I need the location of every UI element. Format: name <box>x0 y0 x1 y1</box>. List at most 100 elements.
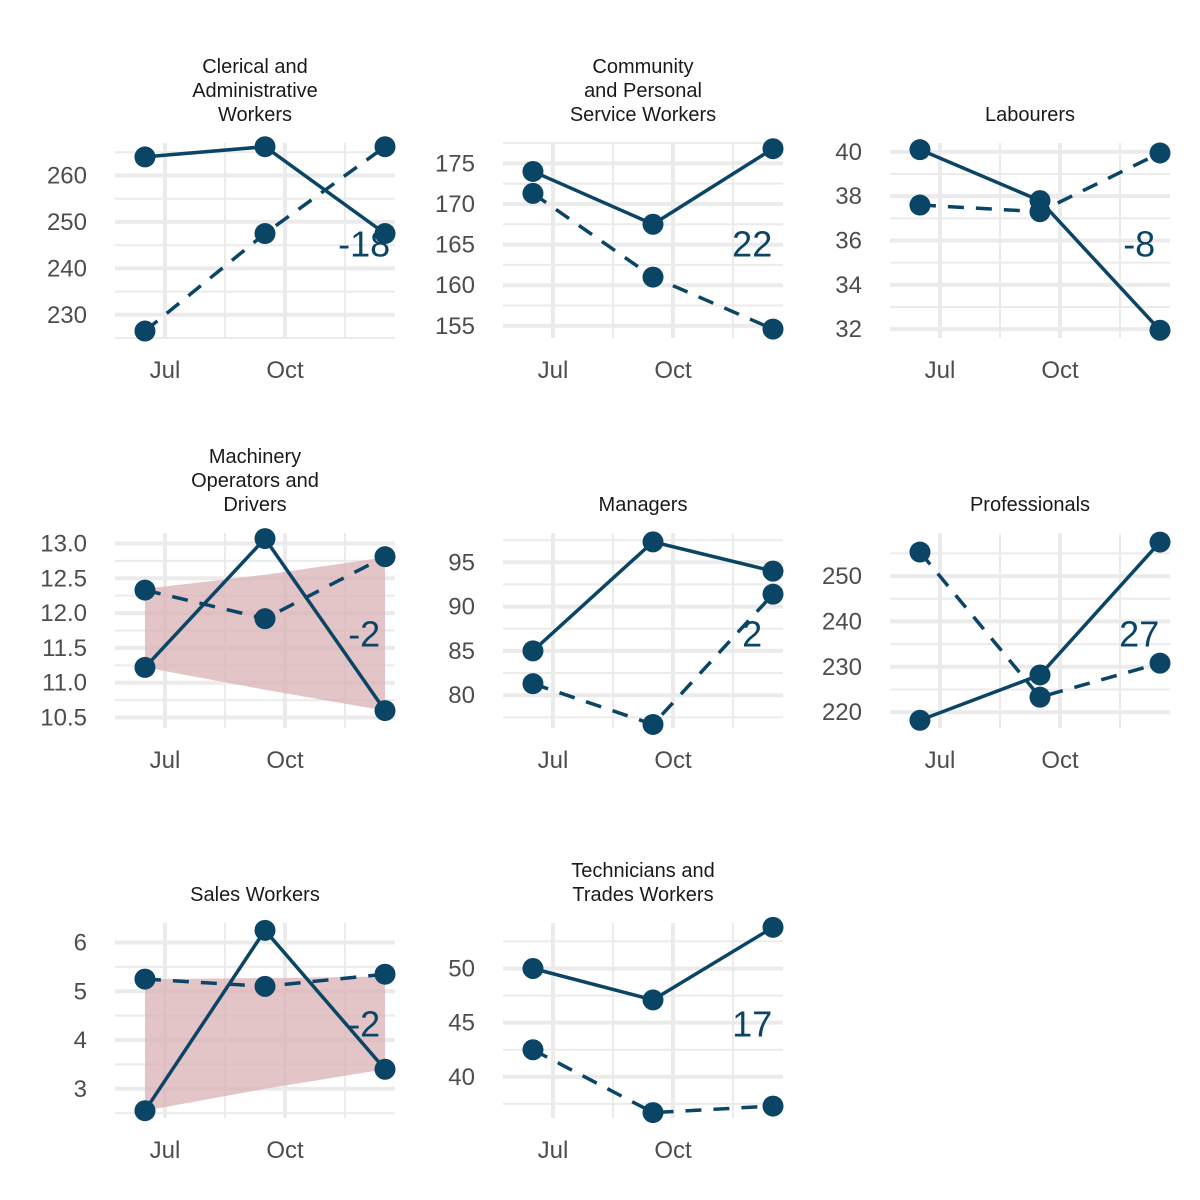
data-point <box>134 968 156 990</box>
x-tick-label: Oct <box>266 747 304 774</box>
data-point <box>254 975 276 997</box>
y-tick-label: 95 <box>448 549 475 576</box>
y-tick-label: 250 <box>47 209 87 236</box>
panel-annotation: 17 <box>732 1003 772 1044</box>
y-tick-label: 175 <box>435 150 475 177</box>
x-tick-label: Jul <box>925 357 956 384</box>
y-tick-label: 230 <box>47 302 87 329</box>
x-tick-label: Oct <box>266 357 304 384</box>
data-point <box>134 1100 156 1122</box>
data-point <box>134 320 156 342</box>
data-point <box>134 146 156 168</box>
data-point <box>1149 531 1171 553</box>
panel-annotation: 2 <box>742 613 762 654</box>
data-point <box>374 223 396 245</box>
y-tick-label: 10.5 <box>40 705 87 732</box>
y-tick-label: 80 <box>448 682 475 709</box>
data-point <box>374 136 396 158</box>
y-tick-label: 11.5 <box>42 635 87 662</box>
panel-title: Operators and <box>191 470 319 492</box>
panel-title: Administrative <box>192 80 318 102</box>
panel-annotation: -8 <box>1123 223 1155 264</box>
panel-title: Managers <box>599 494 688 516</box>
x-tick-label: Jul <box>538 1137 569 1164</box>
y-tick-label: 165 <box>435 232 475 259</box>
data-point <box>374 546 396 568</box>
data-point <box>642 266 664 288</box>
y-tick-label: 12.5 <box>40 565 87 592</box>
data-point <box>762 583 784 605</box>
y-tick-label: 85 <box>448 638 475 665</box>
data-point <box>909 709 931 731</box>
x-tick-label: Jul <box>150 357 181 384</box>
facet-panel: Sales Workers 3 4 5 6 Jul Oct -2 <box>74 884 396 1164</box>
panel-title: Trades Workers <box>572 884 713 906</box>
data-point <box>642 713 664 735</box>
y-tick-label: 5 <box>74 978 87 1005</box>
x-tick-label: Jul <box>538 357 569 384</box>
data-point <box>909 139 931 161</box>
facet-panel: Professionals 220 230 240 250 Jul Oct 27 <box>822 494 1171 774</box>
series-line-dashed <box>532 592 775 727</box>
panel-title: Professionals <box>970 494 1090 516</box>
series-line-dashed <box>918 550 1161 699</box>
y-tick-label: 36 <box>835 228 862 255</box>
y-tick-label: 34 <box>835 272 862 299</box>
y-tick-label: 155 <box>435 313 475 340</box>
facet-panel: Labourers 32 34 36 38 40 Jul Oct -8 <box>835 104 1171 384</box>
data-point <box>1029 686 1051 708</box>
series-line-solid <box>532 925 774 1002</box>
data-point <box>762 560 784 582</box>
data-point <box>1149 319 1171 341</box>
data-point <box>522 958 544 979</box>
y-tick-label: 6 <box>74 930 87 957</box>
y-tick-label: 240 <box>47 255 87 282</box>
panel-annotation: 27 <box>1119 613 1159 654</box>
data-point <box>254 136 276 158</box>
data-point <box>909 194 931 216</box>
x-tick-label: Jul <box>538 747 569 774</box>
y-tick-label: 12.0 <box>40 600 87 627</box>
y-tick-label: 250 <box>822 563 862 590</box>
x-tick-label: Jul <box>925 747 956 774</box>
panel-annotation: -2 <box>348 1003 380 1044</box>
data-point <box>374 700 396 722</box>
panel-annotation: 22 <box>732 223 772 264</box>
data-point <box>522 160 544 182</box>
panel-title: and Personal <box>584 80 702 102</box>
facet-panel: Managers 80 85 90 95 Jul Oct 2 <box>448 494 784 774</box>
ribbon-band <box>144 557 386 711</box>
y-tick-label: 4 <box>74 1027 87 1054</box>
y-tick-label: 90 <box>448 594 475 621</box>
data-point <box>254 528 276 550</box>
data-point <box>134 579 156 601</box>
data-point <box>1149 142 1171 164</box>
data-point <box>642 1102 664 1124</box>
y-tick-label: 220 <box>822 699 862 726</box>
panel-title: Labourers <box>985 104 1075 126</box>
x-tick-label: Jul <box>150 747 181 774</box>
data-point <box>522 640 544 662</box>
data-point <box>254 919 276 941</box>
panel-title: Service Workers <box>570 104 716 126</box>
y-tick-label: 38 <box>835 183 862 210</box>
y-tick-label: 32 <box>835 316 862 343</box>
data-point <box>522 182 544 204</box>
y-tick-label: 45 <box>448 1010 475 1037</box>
data-point <box>374 1058 396 1080</box>
x-tick-label: Oct <box>1041 747 1079 774</box>
data-point <box>134 656 156 678</box>
panel-title: Clerical and <box>202 56 308 78</box>
data-point <box>522 673 544 695</box>
data-point <box>254 608 276 630</box>
data-point <box>642 531 664 553</box>
x-tick-label: Oct <box>654 357 692 384</box>
panel-title: Machinery <box>209 446 301 468</box>
y-tick-label: 40 <box>448 1064 475 1091</box>
data-point <box>762 1095 784 1117</box>
y-tick-label: 13.0 <box>40 530 87 557</box>
data-point <box>1029 664 1051 686</box>
